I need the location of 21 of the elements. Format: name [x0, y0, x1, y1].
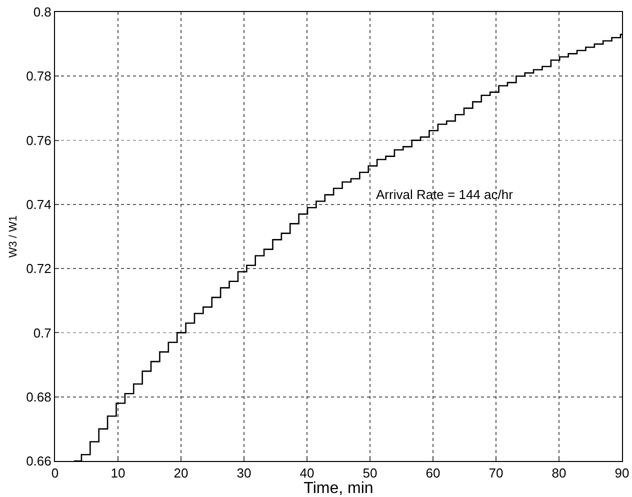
- x-tick-label: 30: [236, 466, 252, 481]
- y-axis-title: W3 / W1: [8, 215, 20, 258]
- y-tick-label: 0.66: [26, 454, 52, 469]
- x-tick-label: 40: [300, 466, 314, 481]
- y-tick-label: 0.74: [26, 196, 52, 212]
- y-tick-label: 0.76: [26, 132, 52, 148]
- x-tick-label: 60: [426, 466, 440, 481]
- x-tick-label: 10: [110, 466, 126, 481]
- annotation: Arrival Rate = 144 ac/hr: [376, 187, 514, 202]
- x-tick-label: 20: [174, 466, 188, 481]
- x-tick-label: 70: [488, 466, 504, 481]
- y-tick-label: 0.72: [26, 261, 52, 276]
- y-tick-label: 0.78: [26, 68, 52, 84]
- x-tick-label: 50: [362, 466, 378, 481]
- x-tick-label: 0: [51, 466, 59, 481]
- y-tick-label: 0.68: [26, 389, 52, 404]
- y-tick-label: 0.8: [33, 4, 52, 20]
- x-tick-label: 80: [552, 466, 566, 481]
- x-axis-title: Time, min: [304, 480, 374, 497]
- x-tick-label: 90: [614, 466, 630, 481]
- y-tick-label: 0.7: [33, 325, 52, 340]
